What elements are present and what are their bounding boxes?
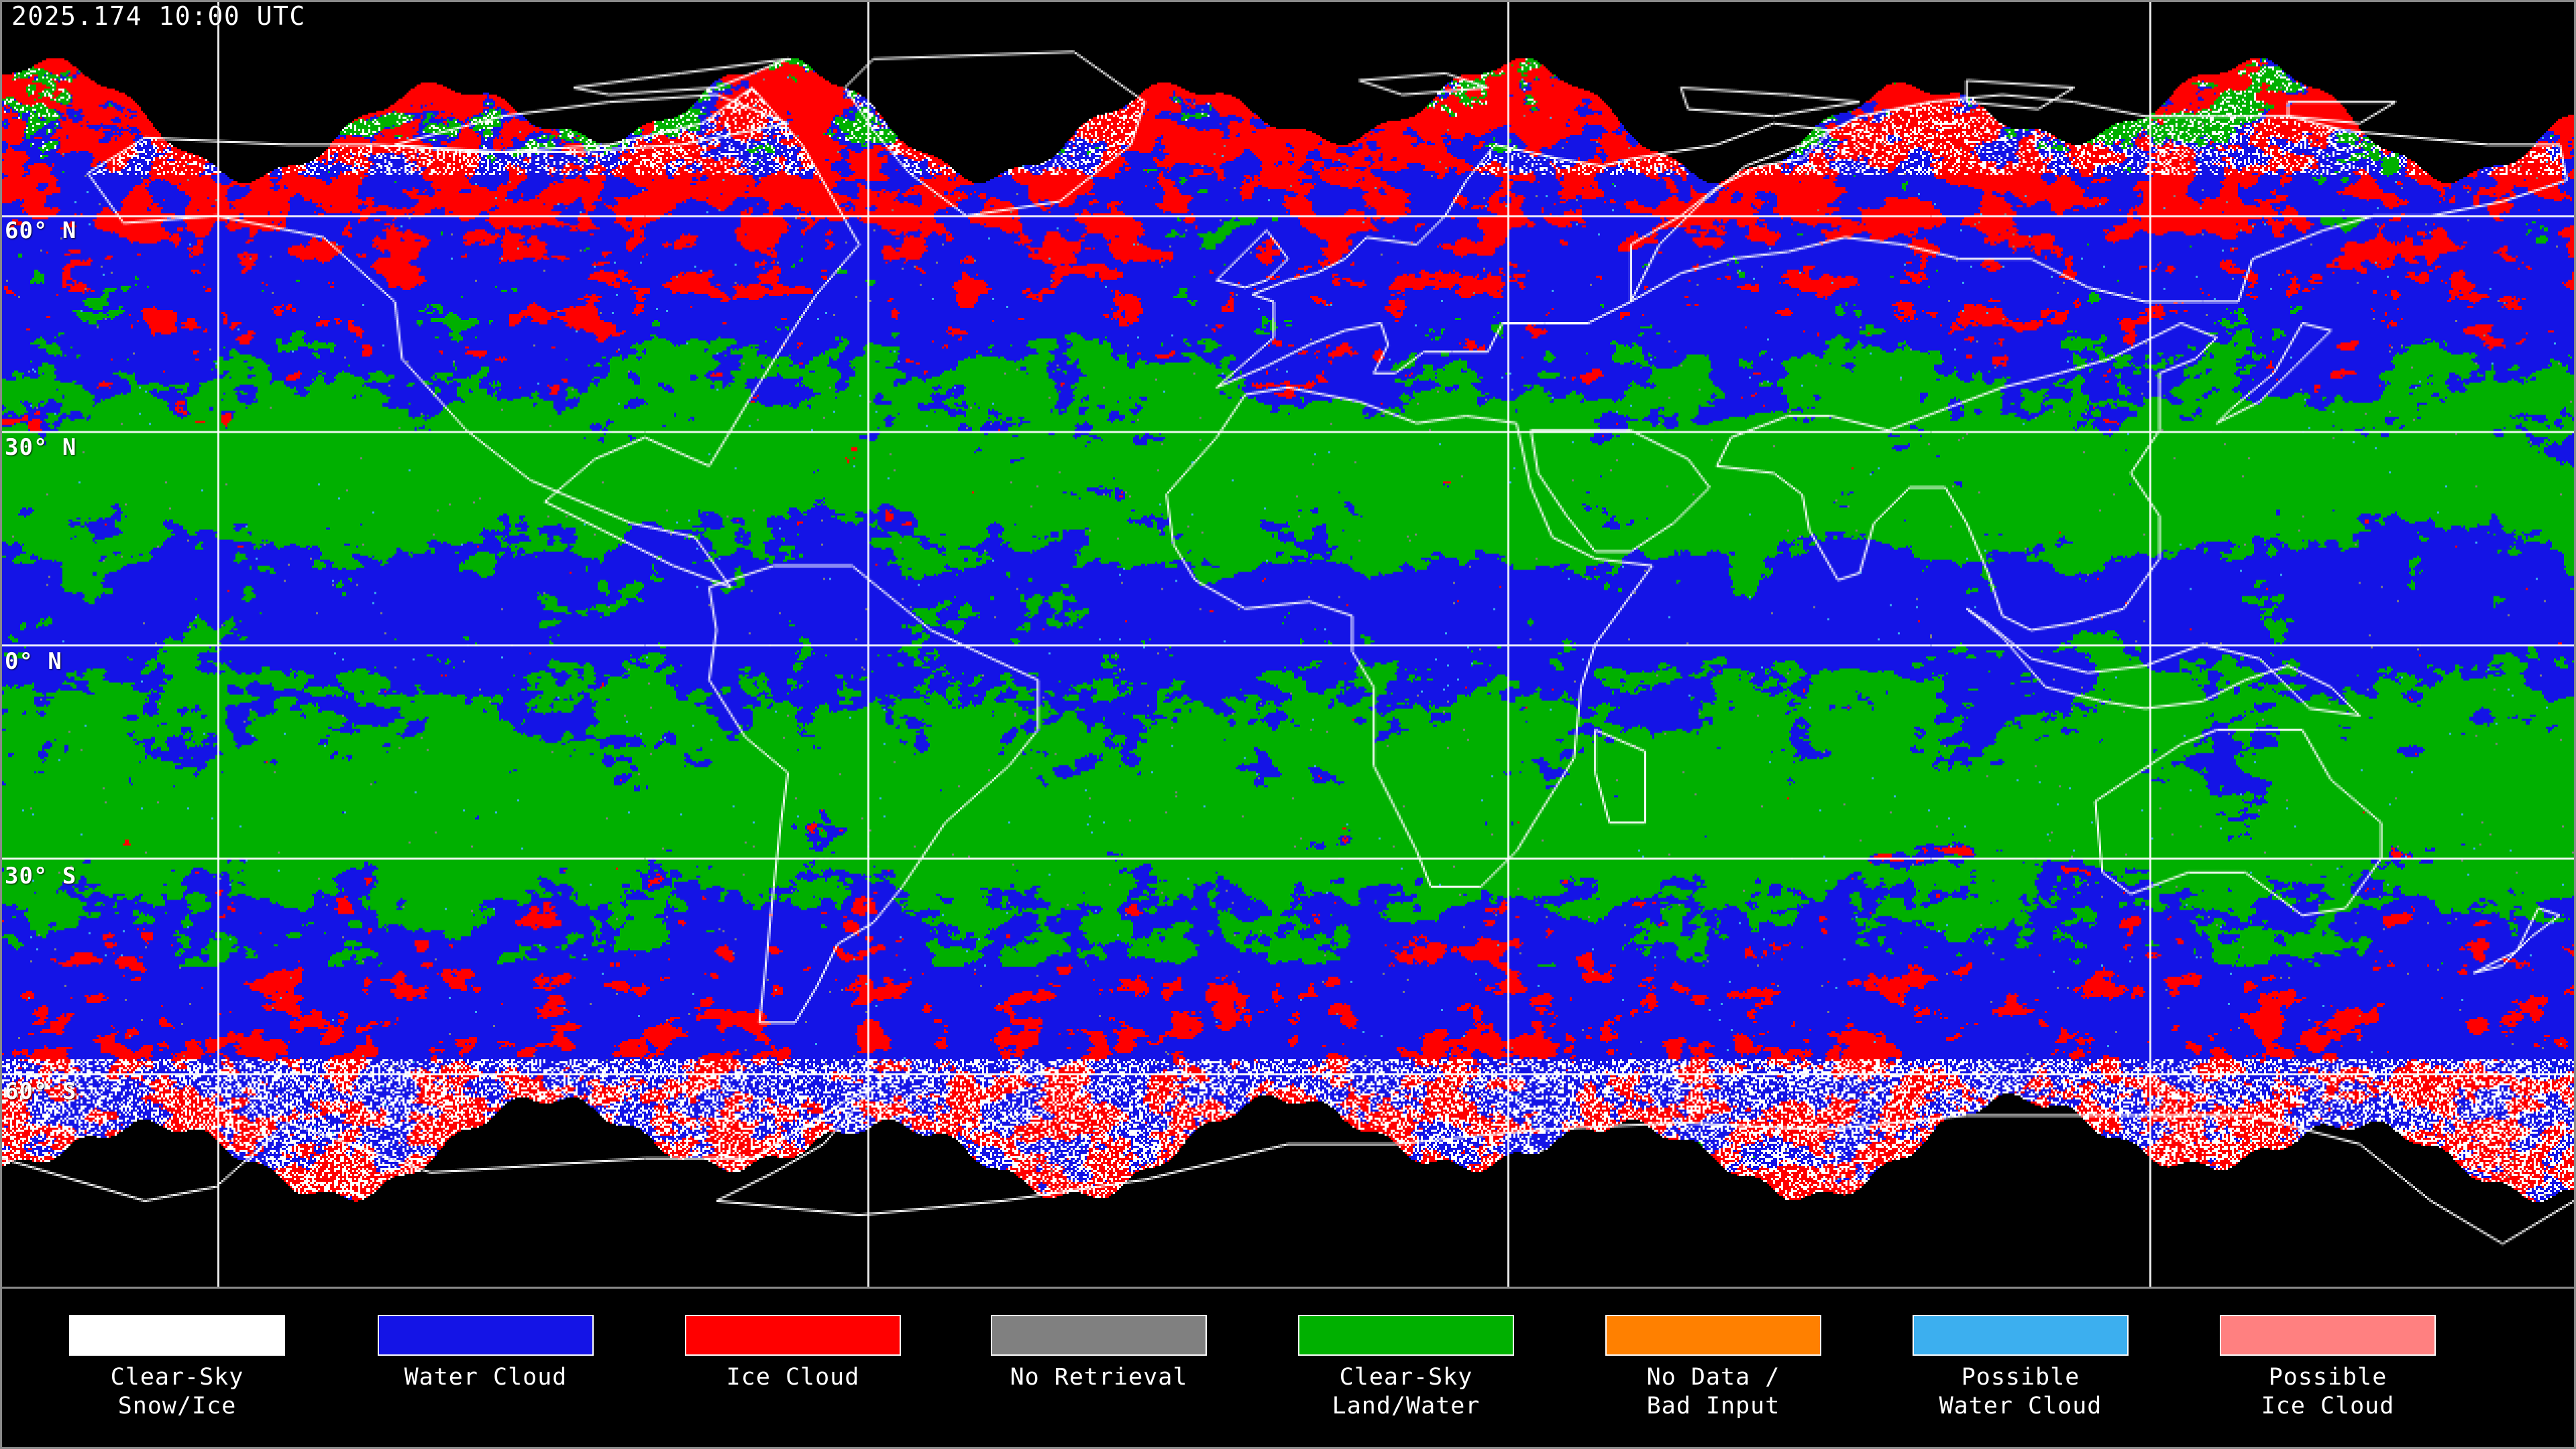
cloud-mask-map[interactable] xyxy=(2,2,2574,1287)
lat-label-3: 30° S xyxy=(5,863,77,890)
lat-label-4: 60° S xyxy=(5,1078,77,1105)
legend-label-no-retrieval: No Retrieval xyxy=(1010,1364,1188,1391)
legend-label-no-data-bad-input: No Data / Bad Input xyxy=(1646,1364,1780,1419)
lat-label-2: 0° N xyxy=(5,648,62,675)
legend-label-ice-cloud: Ice Cloud xyxy=(726,1364,860,1391)
legend-label-water-cloud: Water Cloud xyxy=(404,1364,568,1391)
legend: Clear-Sky Snow/Ice Water Cloud Ice Cloud No … xyxy=(2,1291,2574,1447)
map-panel[interactable] xyxy=(2,2,2574,1287)
legend-item-no-retrieval[interactable]: No Retrieval xyxy=(991,1291,1207,1447)
legend-item-water-cloud[interactable]: Water Cloud xyxy=(378,1291,594,1447)
lat-label-0: 60° N xyxy=(5,217,77,244)
legend-swatch-ice-cloud xyxy=(685,1315,901,1356)
legend-swatch-possible-ice-cloud xyxy=(2220,1315,2436,1356)
legend-label-possible-ice-cloud: Possible Ice Cloud xyxy=(2261,1364,2395,1419)
legend-item-no-data-bad-input[interactable]: No Data / Bad Input xyxy=(1605,1291,1821,1447)
legend-item-possible-ice-cloud[interactable]: Possible Ice Cloud xyxy=(2220,1291,2436,1447)
legend-item-clear-sky-land-water[interactable]: Clear-Sky Land/Water xyxy=(1298,1291,1514,1447)
legend-swatch-water-cloud xyxy=(378,1315,594,1356)
panel-divider xyxy=(2,1287,2574,1289)
legend-item-clear-sky-snow-ice[interactable]: Clear-Sky Snow/Ice xyxy=(69,1291,285,1447)
legend-swatch-possible-water-cloud xyxy=(1913,1315,2129,1356)
legend-swatch-clear-sky-land-water xyxy=(1298,1315,1514,1356)
legend-swatch-no-retrieval xyxy=(991,1315,1207,1356)
legend-label-possible-water-cloud: Possible Water Cloud xyxy=(1939,1364,2102,1419)
legend-item-ice-cloud[interactable]: Ice Cloud xyxy=(685,1291,901,1447)
legend-label-clear-sky-snow-ice: Clear-Sky Snow/Ice xyxy=(110,1364,244,1419)
legend-swatch-no-data-bad-input xyxy=(1605,1315,1821,1356)
legend-label-clear-sky-land-water: Clear-Sky Land/Water xyxy=(1332,1364,1481,1419)
lat-label-1: 30° N xyxy=(5,434,77,461)
timestamp-label: 2025.174 10:00 UTC xyxy=(11,1,306,31)
legend-swatch-clear-sky-snow-ice xyxy=(69,1315,285,1356)
legend-item-possible-water-cloud[interactable]: Possible Water Cloud xyxy=(1913,1291,2129,1447)
